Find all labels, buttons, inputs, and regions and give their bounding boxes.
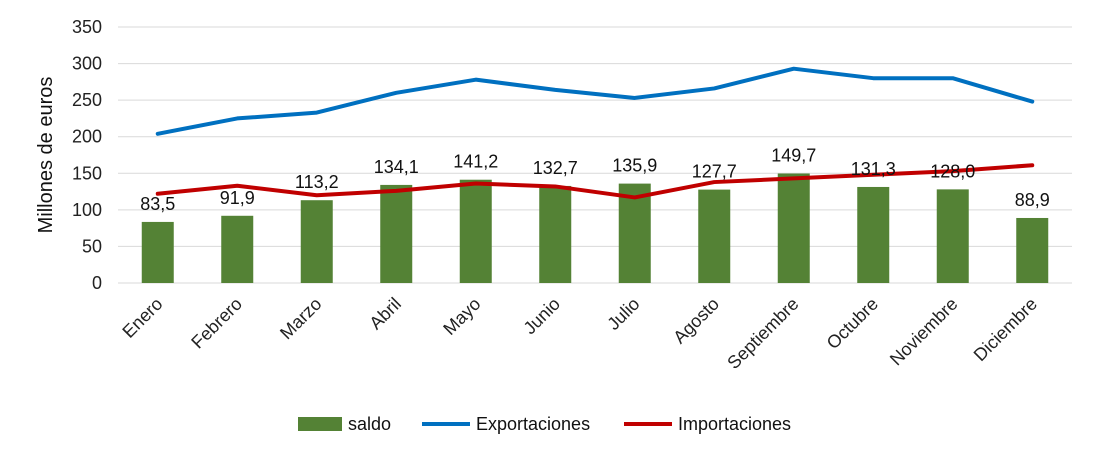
data-label: 83,5: [140, 194, 175, 214]
x-tick-label: Septiembre: [723, 294, 802, 373]
legend-label: Exportaciones: [476, 414, 590, 434]
line-exportaciones: [155, 66, 1035, 136]
bar-saldo: [221, 215, 254, 283]
data-label: 134,1: [374, 157, 419, 177]
data-label: 127,7: [692, 162, 737, 182]
legend-item-saldo: saldo: [298, 414, 391, 434]
legend-label: saldo: [348, 414, 391, 434]
x-tick-label: Junio: [520, 294, 565, 339]
bar-saldo: [618, 183, 651, 283]
y-tick-label: 250: [72, 90, 102, 110]
legend: saldo Exportaciones Importaciones: [298, 414, 791, 434]
legend-swatch: [298, 417, 342, 431]
x-axis-ticks: Enero Febrero Marzo Abril Mayo Junio Julio Agos…: [118, 294, 1041, 373]
bar-saldo: [698, 189, 731, 283]
data-label: 91,9: [220, 188, 255, 208]
x-tick-label: Marzo: [276, 294, 326, 344]
y-tick-label: 150: [72, 163, 102, 183]
line-importaciones: [155, 163, 1035, 200]
x-tick-label: Agosto: [669, 294, 723, 348]
bar-saldo: [539, 185, 572, 283]
data-label: 113,2: [295, 172, 339, 192]
y-tick-label: 200: [72, 127, 102, 147]
data-label: 131,3: [851, 159, 896, 179]
data-labels: 83,5 91,9 113,2 134,1 141,2 132,7 135,9 127,7 14…: [140, 146, 1050, 214]
y-tick-label: 100: [72, 200, 102, 220]
bar-saldo: [777, 173, 810, 283]
bar-saldo: [1016, 217, 1049, 283]
x-tick-label: Diciembre: [970, 294, 1041, 365]
bar-saldo: [141, 221, 174, 283]
data-label: 128,0: [930, 161, 975, 181]
y-axis-title: Millones de euros: [35, 77, 57, 234]
y-tick-label: 0: [92, 273, 102, 293]
bar-saldo: [459, 179, 492, 283]
legend-label: Importaciones: [678, 414, 791, 434]
y-tick-label: 300: [72, 54, 102, 74]
y-axis-ticks: 0 50 100 150 200 250 300 350: [72, 17, 102, 293]
lines: [155, 66, 1035, 200]
bar-saldo: [300, 200, 333, 283]
x-tick-label: Abril: [365, 294, 405, 334]
x-tick-label: Noviembre: [886, 294, 962, 370]
data-label: 135,9: [612, 156, 657, 176]
y-tick-label: 350: [72, 17, 102, 37]
bar-saldo: [936, 189, 969, 283]
x-tick-label: Enero: [118, 294, 166, 342]
data-label: 132,7: [533, 158, 578, 178]
y-tick-label: 50: [82, 236, 102, 256]
data-label: 88,9: [1015, 190, 1050, 210]
x-tick-label: Octubre: [823, 294, 882, 353]
legend-item-importaciones: Importaciones: [624, 414, 791, 434]
legend-item-exportaciones: Exportaciones: [422, 414, 590, 434]
bar-saldo: [857, 186, 890, 283]
x-tick-label: Febrero: [187, 294, 246, 353]
x-tick-label: Mayo: [439, 294, 484, 339]
data-label: 141,2: [453, 152, 498, 172]
gridlines: [118, 26, 1072, 284]
x-tick-label: Julio: [603, 294, 643, 334]
bar-saldo: [380, 184, 413, 283]
bars-saldo: [141, 173, 1049, 283]
data-label: 149,7: [771, 146, 816, 166]
